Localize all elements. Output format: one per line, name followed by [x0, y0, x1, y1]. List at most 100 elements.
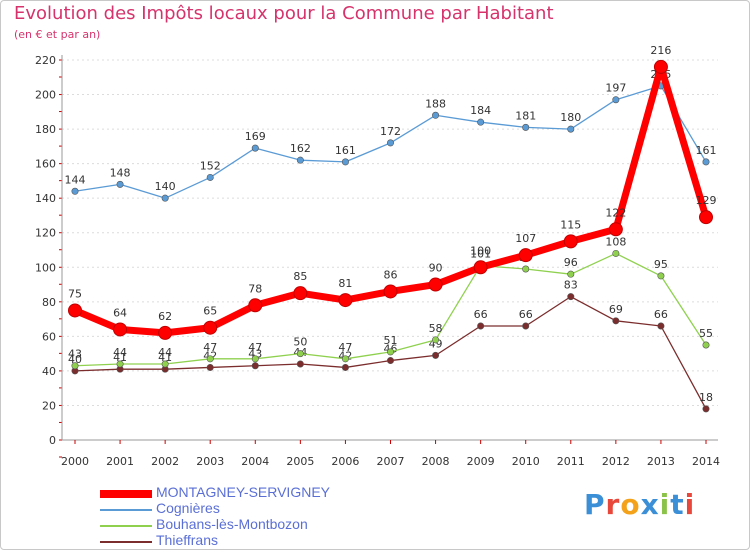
data-label-2: 44	[158, 346, 172, 359]
data-point-3	[612, 317, 620, 325]
x-tick-label: 2000	[61, 455, 89, 468]
data-point-0	[473, 260, 488, 275]
data-point-2	[612, 249, 620, 257]
data-label-1: 140	[155, 180, 176, 193]
data-point-1	[296, 156, 304, 164]
data-label-1: 148	[110, 166, 131, 179]
data-point-0	[158, 325, 173, 340]
data-point-0	[699, 210, 713, 225]
data-label-2: 47	[248, 341, 262, 354]
data-point-1	[206, 173, 214, 181]
data-label-3: 41	[113, 351, 127, 364]
legend-label: Bouhans-lès-Montbozon	[156, 516, 308, 532]
data-label-1: 169	[245, 130, 266, 143]
x-tick-label: 2005	[286, 455, 314, 468]
data-label-1: 152	[200, 159, 221, 172]
data-point-2	[657, 272, 665, 280]
data-label-0: 64	[113, 306, 127, 319]
data-label-0: 107	[515, 232, 536, 245]
data-label-1: 144	[65, 173, 86, 186]
data-point-2	[432, 336, 440, 344]
legend-swatch	[100, 525, 152, 527]
data-label-1: 161	[335, 144, 356, 157]
data-label-3: 69	[609, 303, 623, 316]
x-tick-label: 2003	[196, 455, 224, 468]
data-label-2: 47	[203, 341, 217, 354]
data-point-0	[68, 303, 82, 318]
x-tick-label: 2007	[377, 455, 405, 468]
data-point-2	[71, 362, 79, 370]
data-label-3: 83	[564, 279, 578, 292]
data-point-0	[203, 320, 218, 335]
x-tick-label: 2011	[557, 455, 585, 468]
data-point-3	[296, 360, 304, 368]
data-point-1	[341, 158, 349, 166]
y-tick-label: 20	[42, 399, 56, 412]
legend-label: Cognières	[156, 500, 220, 516]
data-label-2: 101	[470, 248, 491, 261]
data-label-0: 65	[203, 305, 217, 318]
data-point-2	[206, 355, 214, 363]
data-label-1: 180	[560, 111, 581, 124]
data-point-0	[428, 277, 443, 292]
data-point-3	[432, 351, 440, 359]
data-label-1: 162	[290, 142, 311, 155]
data-label-2: 44	[113, 346, 127, 359]
data-point-2	[251, 355, 259, 363]
data-point-3	[657, 322, 665, 330]
data-label-2: 55	[699, 327, 713, 340]
data-point-2	[522, 265, 530, 273]
data-label-2: 51	[384, 334, 398, 347]
data-point-2	[386, 348, 394, 356]
data-point-1	[432, 111, 440, 119]
x-tick-label: 2002	[151, 455, 179, 468]
logo-letter: o	[620, 488, 641, 521]
data-label-1: 181	[515, 109, 536, 122]
data-label-0: 75	[68, 287, 82, 300]
data-label-3: 18	[699, 391, 713, 404]
data-point-3	[386, 357, 394, 365]
logo-letter: i	[684, 488, 696, 521]
legend-label: MONTAGNEY-SERVIGNEY	[156, 484, 331, 500]
data-point-2	[296, 350, 304, 358]
data-point-0	[383, 284, 398, 299]
data-point-1	[386, 139, 394, 147]
chart-title: Evolution des Impôts locaux pour la Comm…	[14, 3, 554, 24]
data-point-0	[518, 248, 533, 263]
logo-letter: t	[670, 488, 685, 521]
y-tick-label: 80	[42, 296, 56, 309]
data-label-0: 86	[384, 268, 398, 281]
logo-letter: P	[584, 488, 606, 521]
logo-letter: i	[659, 488, 671, 521]
x-tick-label: 2009	[467, 455, 495, 468]
data-point-3	[522, 322, 530, 330]
data-label-2: 47	[338, 341, 352, 354]
y-tick-label: 40	[42, 365, 56, 378]
logo-letter: r	[605, 488, 621, 521]
data-label-2: 43	[68, 348, 82, 361]
x-tick-label: 2001	[106, 455, 134, 468]
y-tick-label: 160	[35, 158, 56, 171]
data-point-2	[116, 360, 124, 368]
data-point-0	[113, 322, 128, 337]
y-tick-label: 200	[35, 89, 56, 102]
data-label-3: 40	[68, 353, 82, 366]
x-tick-label: 2014	[692, 455, 720, 468]
y-tick-label: 100	[35, 261, 56, 274]
data-point-0	[248, 298, 263, 313]
data-label-2: 50	[293, 336, 307, 349]
y-tick-label: 60	[42, 330, 56, 343]
data-point-0	[563, 234, 578, 249]
data-label-0: 78	[248, 282, 262, 295]
x-tick-label: 2004	[241, 455, 269, 468]
chart-subtitle: (en € et par an)	[14, 28, 101, 41]
x-tick-label: 2008	[422, 455, 450, 468]
data-point-3	[477, 322, 485, 330]
legend-swatch	[100, 509, 152, 511]
data-point-0	[293, 286, 308, 301]
y-tick-label: 220	[35, 54, 56, 67]
data-point-1	[567, 125, 575, 133]
data-label-2: 58	[429, 322, 443, 335]
x-tick-label: 2013	[647, 455, 675, 468]
